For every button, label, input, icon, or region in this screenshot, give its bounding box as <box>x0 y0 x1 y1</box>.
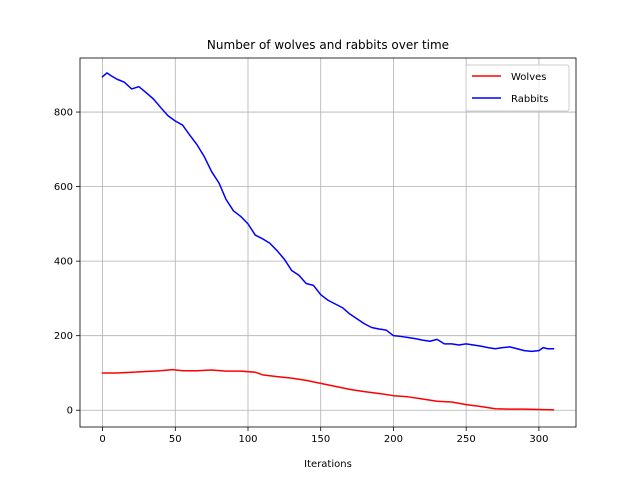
y-tick-label: 0 <box>67 406 73 417</box>
series-line-rabbits <box>101 72 555 353</box>
x-tick-label: 250 <box>457 434 476 445</box>
y-tick-label: 400 <box>54 257 73 268</box>
legend-label-wolves: Wolves <box>511 72 546 83</box>
x-axis-label: Iterations <box>304 459 352 470</box>
chart-title: Number of wolves and rabbits over time <box>207 38 449 52</box>
legend-label-rabbits: Rabbits <box>511 94 548 105</box>
x-tick-label: 50 <box>169 434 182 445</box>
x-tick-label: 150 <box>311 434 330 445</box>
legend: Wolves Rabbits <box>465 64 570 112</box>
y-tick-label: 200 <box>54 331 73 342</box>
ticks: 0 50 100 150 200 250 300 0 200 400 600 800 <box>54 108 549 445</box>
x-tick-label: 0 <box>99 434 105 445</box>
x-tick-label: 200 <box>384 434 403 445</box>
series-lines <box>101 72 555 411</box>
grid <box>80 58 576 427</box>
series-line-wolves <box>101 368 555 411</box>
plot-frame <box>79 57 577 428</box>
x-tick-label: 300 <box>529 434 548 445</box>
y-tick-label: 600 <box>54 182 73 193</box>
y-tick-label: 800 <box>54 108 73 119</box>
x-tick-label: 100 <box>238 434 257 445</box>
